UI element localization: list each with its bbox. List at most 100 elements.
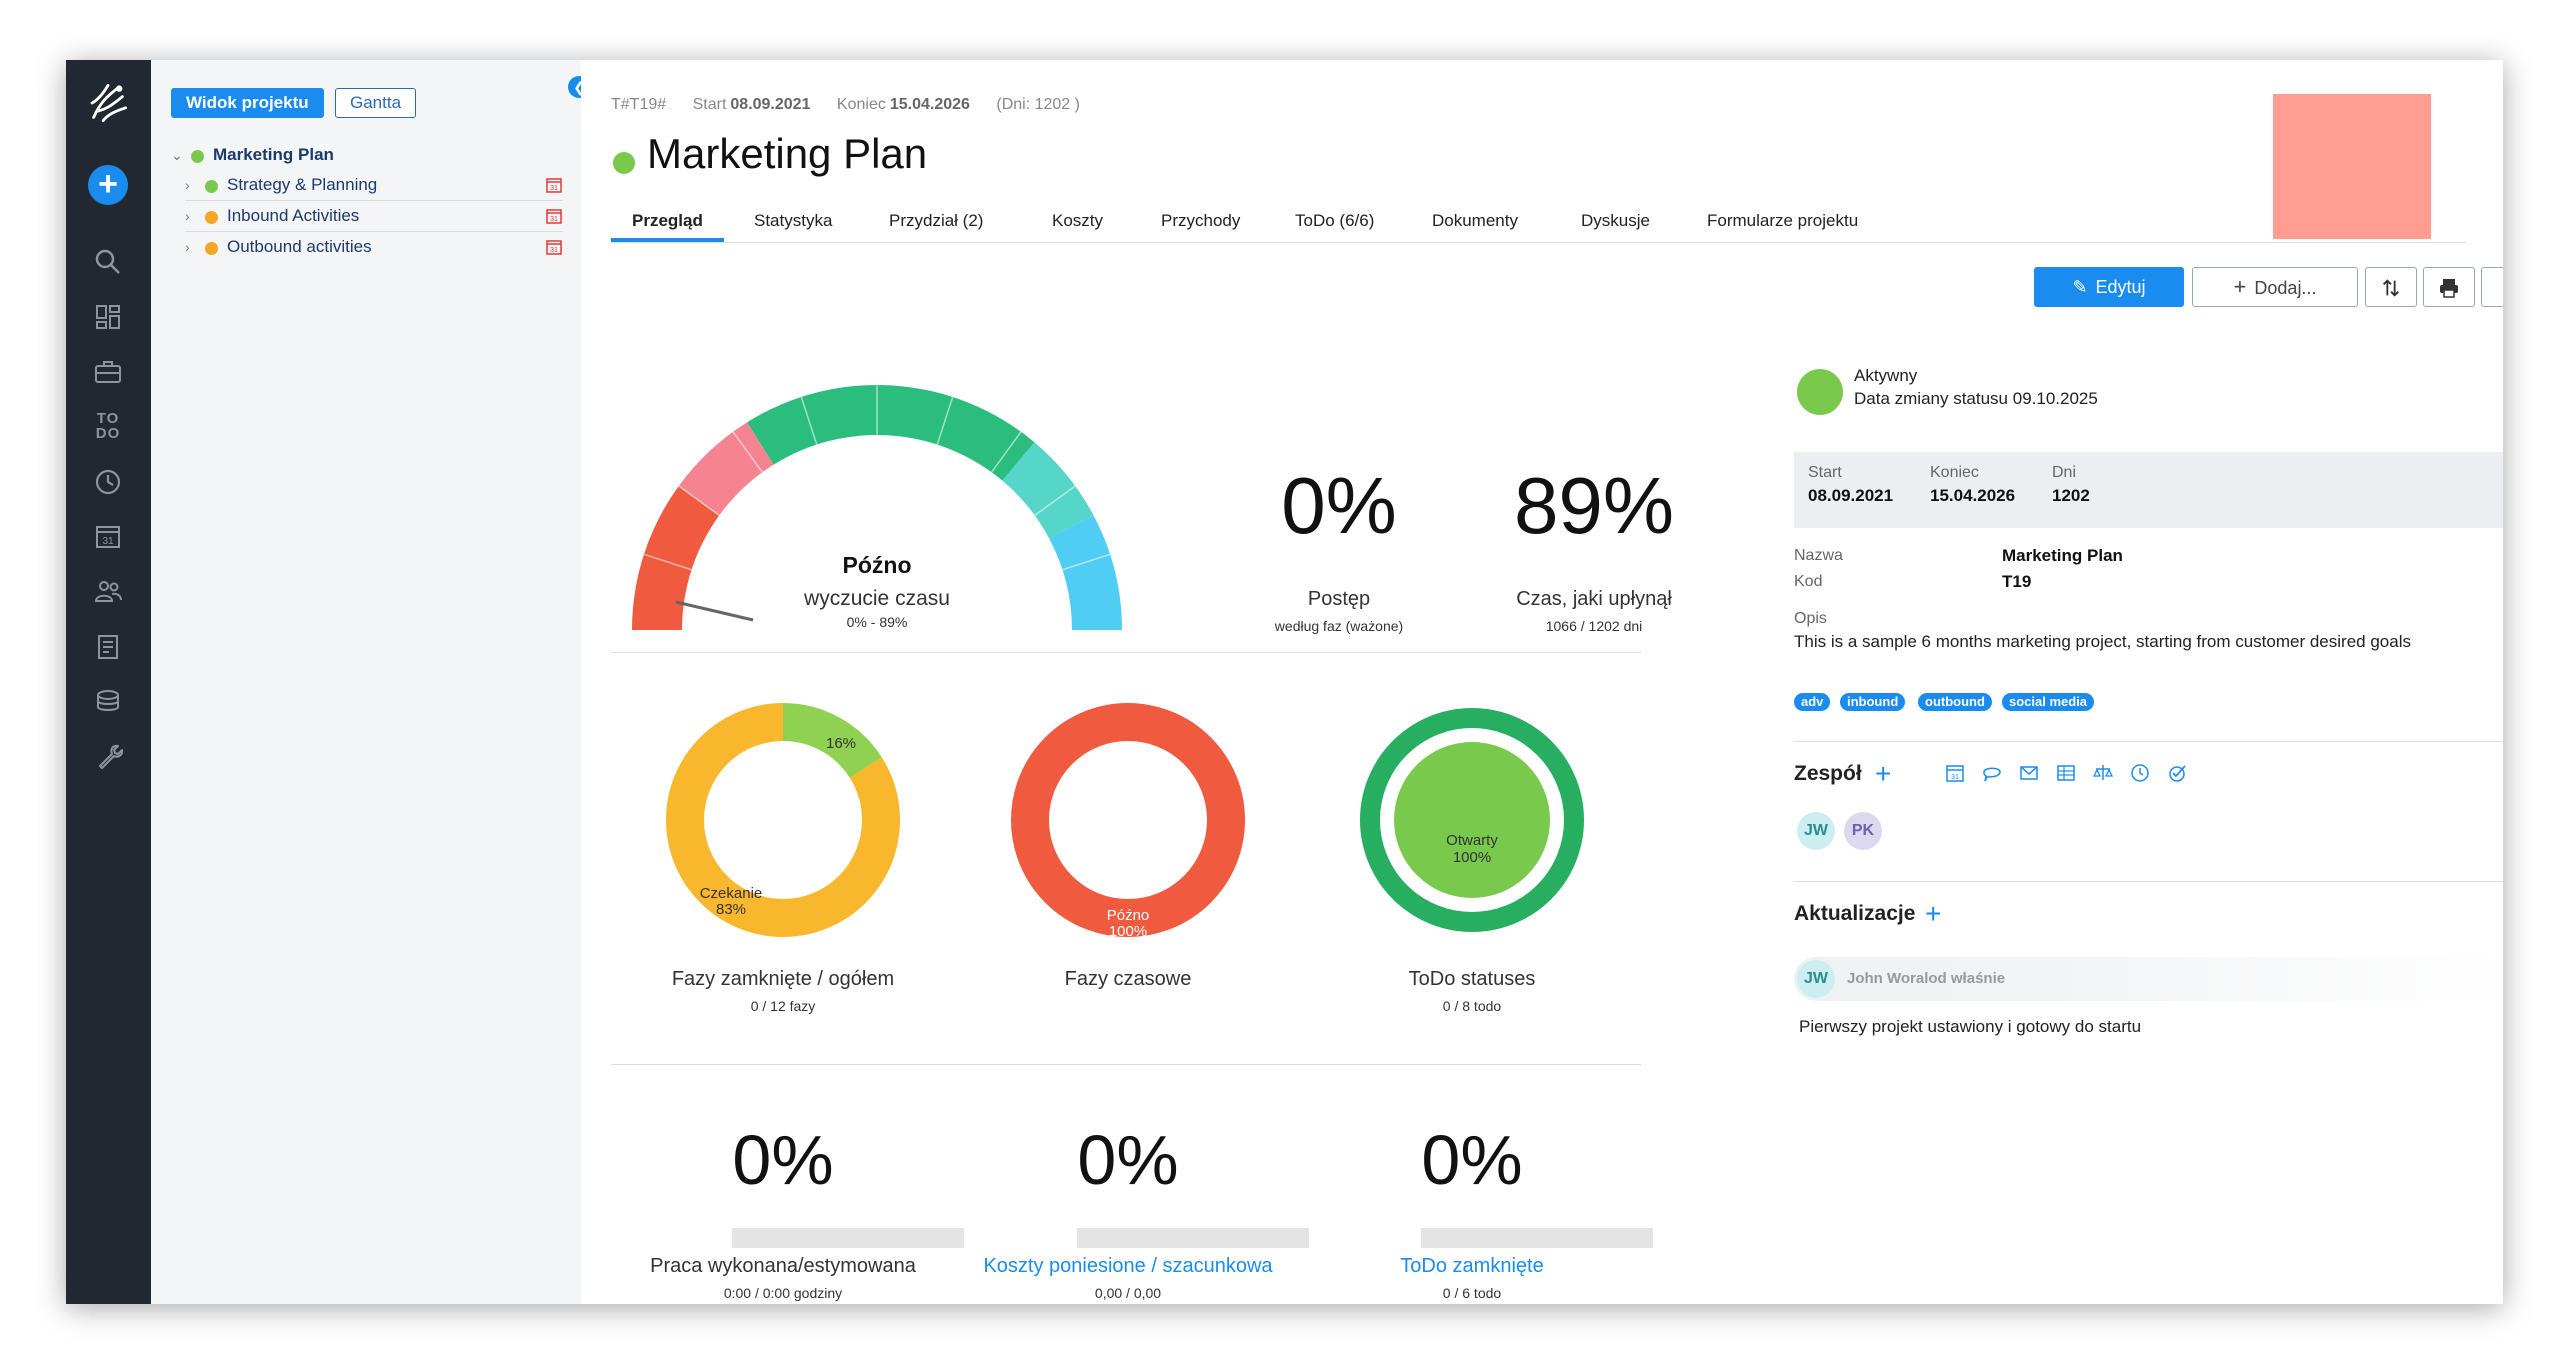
- tree-item-label[interactable]: Outbound activities: [227, 237, 372, 256]
- segment-pct: 100%: [1109, 923, 1147, 940]
- work-value: 0%: [732, 1121, 834, 1199]
- gantt-button[interactable]: Gantta: [335, 88, 417, 118]
- wrench-icon[interactable]: [84, 736, 132, 776]
- meta-start: Start 08.09.2021: [692, 96, 811, 113]
- tree-item-label[interactable]: Strategy & Planning: [227, 175, 378, 194]
- calendar-icon[interactable]: 31: [545, 176, 563, 194]
- progress-label: Postęp: [1307, 588, 1371, 610]
- gauge-tick: [991, 431, 1022, 473]
- svg-text:31: 31: [550, 185, 558, 192]
- svg-text:31: 31: [550, 247, 558, 254]
- tree-item-marketing-plan[interactable]: ⌄ Marketing Plan: [171, 140, 563, 170]
- tab-revenue[interactable]: Przychody: [1161, 211, 1241, 230]
- check-circle-icon[interactable]: [2166, 762, 2188, 784]
- add-update-icon[interactable]: +: [1925, 898, 1942, 929]
- costs-link[interactable]: Koszty poniesione / szacunkowa: [983, 1255, 1273, 1277]
- todo-icon[interactable]: TO DO: [95, 410, 121, 442]
- tree-item-label[interactable]: Inbound Activities: [227, 206, 360, 225]
- tag[interactable]: social media: [2002, 693, 2095, 711]
- chevron-right-icon[interactable]: ›: [185, 177, 190, 193]
- tab-costs[interactable]: Koszty: [1052, 211, 1104, 230]
- balance-icon[interactable]: [2092, 762, 2114, 784]
- work-progress-bar: [732, 1228, 964, 1248]
- name-label: Nazwa: [1794, 547, 1843, 564]
- project-view-button[interactable]: Widok projektu: [171, 88, 324, 118]
- tree-item-strategy[interactable]: › Strategy & Planning 31: [185, 170, 563, 201]
- more-options-button[interactable]: [2481, 267, 2503, 307]
- calendar-icon[interactable]: 31: [84, 516, 132, 556]
- tab-todo[interactable]: ToDo (6/6): [1295, 211, 1375, 230]
- page-title: Marketing Plan: [647, 130, 928, 177]
- tab-discussions[interactable]: Dyskusje: [1581, 211, 1650, 230]
- table-icon[interactable]: [2055, 762, 2077, 784]
- add-button[interactable]: + Dodaj...: [2192, 267, 2358, 307]
- project-image[interactable]: [2273, 94, 2431, 239]
- tree-item-outbound[interactable]: › Outbound activities 31: [185, 232, 563, 262]
- gauge-needle: [675, 600, 754, 622]
- code-label: Kod: [1794, 573, 1823, 590]
- avatar[interactable]: JW: [1797, 812, 1835, 850]
- add-new-icon[interactable]: +: [84, 165, 132, 205]
- clock-icon[interactable]: [2129, 762, 2151, 784]
- tree-item-inbound[interactable]: › Inbound Activities 31: [185, 201, 563, 232]
- status-dot: [205, 242, 218, 255]
- tag[interactable]: adv: [1794, 693, 1831, 711]
- briefcase-icon[interactable]: [84, 352, 132, 392]
- sort-button[interactable]: [2365, 267, 2417, 307]
- elapsed-label: Czas, jaki upłynął: [1516, 588, 1672, 610]
- add-team-member-icon[interactable]: +: [1875, 758, 1892, 789]
- tree-item-label[interactable]: Marketing Plan: [213, 145, 334, 164]
- gauge-tick: [678, 485, 720, 516]
- sort-icon: [2383, 279, 2399, 297]
- tab-statistics[interactable]: Statystyka: [754, 211, 833, 230]
- update-text: Pierwszy projekt ustawiony i gotowy do s…: [1799, 1017, 2142, 1036]
- gauge-band: [1002, 442, 1094, 539]
- chevron-down-icon[interactable]: ⌄: [171, 147, 183, 163]
- segment-pct: 100%: [1453, 849, 1491, 866]
- tab-bar: Przegląd Statystyka Przydział (2) Koszty…: [611, 202, 2466, 243]
- description: This is a sample 6 months marketing proj…: [1794, 632, 2411, 651]
- chevron-right-icon[interactable]: ›: [185, 208, 190, 224]
- dates-days: Dni 1202: [2052, 464, 2090, 505]
- gauge-band: [632, 485, 720, 630]
- money-icon[interactable]: [84, 681, 132, 721]
- edit-button[interactable]: ✎ Edytuj: [2034, 267, 2184, 307]
- calendar-icon[interactable]: 31: [545, 238, 563, 256]
- mail-icon[interactable]: [2018, 762, 2040, 784]
- segment-label: 16%: [826, 735, 856, 752]
- chat-icon[interactable]: [1981, 762, 2003, 784]
- users-icon[interactable]: [84, 571, 132, 611]
- notes-icon[interactable]: [84, 627, 132, 667]
- svg-text:31: 31: [1951, 774, 1959, 781]
- print-button[interactable]: [2423, 267, 2475, 307]
- status-indicator: [1797, 369, 1843, 415]
- svg-text:31: 31: [102, 536, 114, 547]
- calendar-icon[interactable]: 31: [545, 207, 563, 225]
- search-icon[interactable]: [84, 242, 132, 282]
- chevron-right-icon[interactable]: ›: [185, 239, 190, 255]
- tag[interactable]: outbound: [1918, 693, 1992, 711]
- avatar[interactable]: PK: [1844, 812, 1882, 850]
- gauge-tick: [1062, 553, 1111, 571]
- gauge-title: Późno: [843, 552, 912, 578]
- tab-project-forms[interactable]: Formularze projektu: [1707, 211, 1859, 230]
- donut-label: Fazy zamknięte / ogółem: [671, 968, 895, 990]
- update-entry: [1794, 957, 2503, 1001]
- dates-summary: Start 08.09.2021 Koniec 15.04.2026 Dni 1202: [1794, 452, 2503, 528]
- tag[interactable]: inbound: [1840, 693, 1906, 711]
- clock-icon[interactable]: [84, 462, 132, 502]
- calendar-icon[interactable]: 31: [1944, 762, 1966, 784]
- donut-label: ToDo statuses: [1408, 968, 1536, 990]
- todo-closed-link[interactable]: ToDo zamknięte: [1400, 1255, 1544, 1277]
- dashboard-icon[interactable]: [84, 297, 132, 337]
- donut-sub: 0 / 8 todo: [1442, 998, 1502, 1014]
- donut-segment: [1011, 703, 1245, 937]
- update-author: John Woralod właśnie: [1847, 970, 2006, 987]
- tab-overview[interactable]: Przegląd: [611, 202, 724, 242]
- tab-assignment[interactable]: Przydział (2): [889, 211, 984, 230]
- tab-documents[interactable]: Dokumenty: [1432, 211, 1518, 230]
- avatar[interactable]: JW: [1797, 960, 1835, 998]
- project-tree-panel: Widok projektu Gantta ❮ ⌄ Marketing Plan…: [151, 60, 590, 1304]
- app-logo-icon[interactable]: [84, 68, 132, 138]
